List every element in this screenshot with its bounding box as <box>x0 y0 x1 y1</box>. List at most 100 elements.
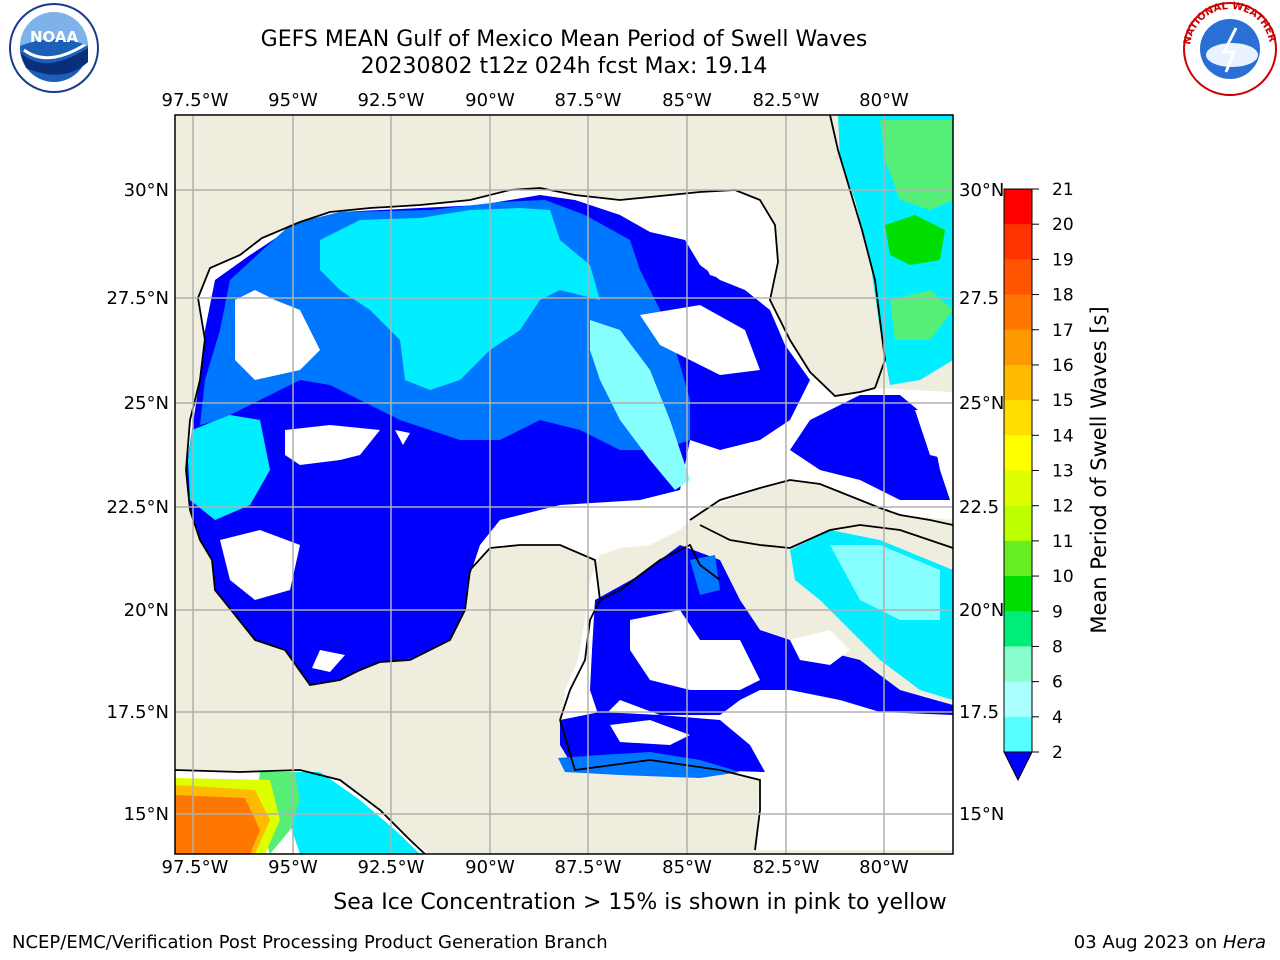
colorbar-extend-arrow <box>1003 751 1033 782</box>
colorbar-cell <box>1004 576 1032 612</box>
colorbar-tick-label: 10 <box>1052 567 1074 587</box>
nodata-hole <box>285 425 380 465</box>
swell-field-honduras-4to6 <box>558 752 740 778</box>
lat-label: 30°N <box>959 180 1004 201</box>
colorbar-tick-label: 12 <box>1052 497 1074 517</box>
colorbar-tick-label: 4 <box>1052 708 1063 728</box>
lon-label: 90°W <box>465 90 515 111</box>
lat-label: 22.5 <box>959 497 999 518</box>
nws-logo: NATIONAL WEATHER SERVICE <box>1180 0 1278 96</box>
lon-labels-top: 97.5°W 95°W 92.5°W 90°W 87.5°W 85°W 82.5… <box>162 90 909 111</box>
sea-ice-note: Sea Ice Concentration > 15% is shown in … <box>333 890 947 915</box>
lat-label: 15°N <box>124 804 169 825</box>
map-panel <box>175 115 953 854</box>
lat-label: 15°N <box>959 804 1004 825</box>
colorbar-cell <box>1004 505 1032 542</box>
map-frame <box>174 114 954 855</box>
nodata-hole <box>790 630 850 665</box>
noaa-logo: NOAA <box>9 3 99 93</box>
colorbar-tick-label: 16 <box>1052 356 1074 376</box>
swell-field-east-fl-10to11 <box>885 215 945 265</box>
graticule <box>175 115 953 854</box>
footer-host: Hera <box>1222 932 1266 953</box>
colorbar-tick-label: 13 <box>1052 462 1074 482</box>
lon-label: 82.5°W <box>753 90 820 111</box>
colorbar-tick-label: 19 <box>1052 250 1074 270</box>
nodata-hole <box>630 610 760 690</box>
colorbar-cell <box>1004 470 1032 507</box>
lat-label: 20°N <box>959 600 1004 621</box>
swell-field-west-6to8 <box>188 415 270 520</box>
lat-label: 17.5°N <box>106 702 169 723</box>
colorbar-tick-label: 14 <box>1052 426 1074 446</box>
lat-label: 22.5°N <box>106 497 169 518</box>
lat-label: 25°N <box>959 393 1004 414</box>
lat-label: 25°N <box>124 393 169 414</box>
swell-field-straits <box>790 395 950 500</box>
colorbar-cell <box>1004 224 1032 260</box>
nodata-hole <box>640 305 760 375</box>
lon-label: 85°W <box>662 857 712 878</box>
lon-label: 80°W <box>859 857 909 878</box>
lat-label: 27.5°N <box>106 288 169 309</box>
colorbar-cell <box>1004 259 1032 296</box>
swell-field-east-fl-9to10b <box>890 290 953 340</box>
nodata-hole <box>235 290 320 380</box>
nodata-hole <box>915 410 950 460</box>
swell-field-north-6to8 <box>320 208 600 390</box>
swell-field-caribbean-8to9 <box>830 545 940 620</box>
lon-label: 85°W <box>662 90 712 111</box>
swell-field-caribbean-4to6 <box>690 555 720 595</box>
lon-label: 92.5°W <box>358 857 425 878</box>
colorbar-tick-label: 2 <box>1052 743 1063 763</box>
colorbar-tick-label: 11 <box>1052 532 1074 552</box>
swell-field-pacific-6to8 <box>280 772 420 854</box>
swell-field-north-8to9 <box>590 320 690 490</box>
colorbar-cell <box>1004 364 1032 401</box>
swell-field-east-fl-9to10 <box>880 120 953 210</box>
colorbar-cell <box>1004 611 1032 647</box>
colorbar-tick-label: 15 <box>1052 391 1074 411</box>
lon-label: 97.5°W <box>162 90 229 111</box>
lon-labels-bottom: 97.5°W 95°W 92.5°W 90°W 87.5°W 85°W 82.5… <box>162 857 909 878</box>
lat-label: 27.5 <box>959 288 999 309</box>
lon-label: 87.5°W <box>555 90 622 111</box>
colorbar-cell <box>1004 681 1032 718</box>
colorbar-cell <box>1004 646 1032 683</box>
nodata-hole <box>700 250 760 285</box>
colorbar-tick-label: 9 <box>1052 602 1063 622</box>
colorbar-tick-label: 8 <box>1052 637 1063 657</box>
swell-field-pacific-17to19 <box>175 795 260 854</box>
colorbar-tick-label: 6 <box>1052 673 1063 693</box>
nodata-hole <box>610 720 690 745</box>
lon-label: 80°W <box>859 90 909 111</box>
colorbar-label: Mean Period of Swell Waves [s] <box>1087 306 1111 633</box>
colorbar-cell <box>1004 329 1032 366</box>
lat-labels-left: 30°N 27.5°N 25°N 22.5°N 20°N 17.5°N 15°N <box>106 180 169 825</box>
footer-branch: NCEP/EMC/Verification Post Processing Pr… <box>12 932 608 953</box>
lon-label: 82.5°W <box>753 857 820 878</box>
colorbar-tick-label: 20 <box>1052 215 1074 235</box>
nodata-hole <box>312 650 345 672</box>
chart-title: GEFS MEAN Gulf of Mexico Mean Period of … <box>260 27 868 52</box>
colorbar-cell <box>1004 189 1032 225</box>
footer-date: 03 Aug 2023 on Hera <box>1074 932 1266 953</box>
lat-label: 30°N <box>124 180 169 201</box>
lon-label: 87.5°W <box>555 857 622 878</box>
lon-label: 90°W <box>465 857 515 878</box>
chart-subtitle: 20230802 t12z 024h fcst Max: 19.14 <box>360 54 768 79</box>
lon-label: 97.5°W <box>162 857 229 878</box>
colorbar-tick-label: 18 <box>1052 286 1074 306</box>
lon-label: 95°W <box>268 90 318 111</box>
colorbar-cell <box>1004 540 1032 577</box>
svg-text:NOAA: NOAA <box>30 28 79 46</box>
lon-label: 92.5°W <box>358 90 425 111</box>
colorbar-cell <box>1004 435 1032 471</box>
footer-date-text: 03 Aug 2023 on <box>1073 932 1223 953</box>
nodata-hole <box>395 430 410 445</box>
colorbar-cell <box>1004 716 1032 753</box>
colorbar-cell <box>1004 294 1032 331</box>
nodata-hole <box>220 530 300 600</box>
lat-label: 20°N <box>124 600 169 621</box>
